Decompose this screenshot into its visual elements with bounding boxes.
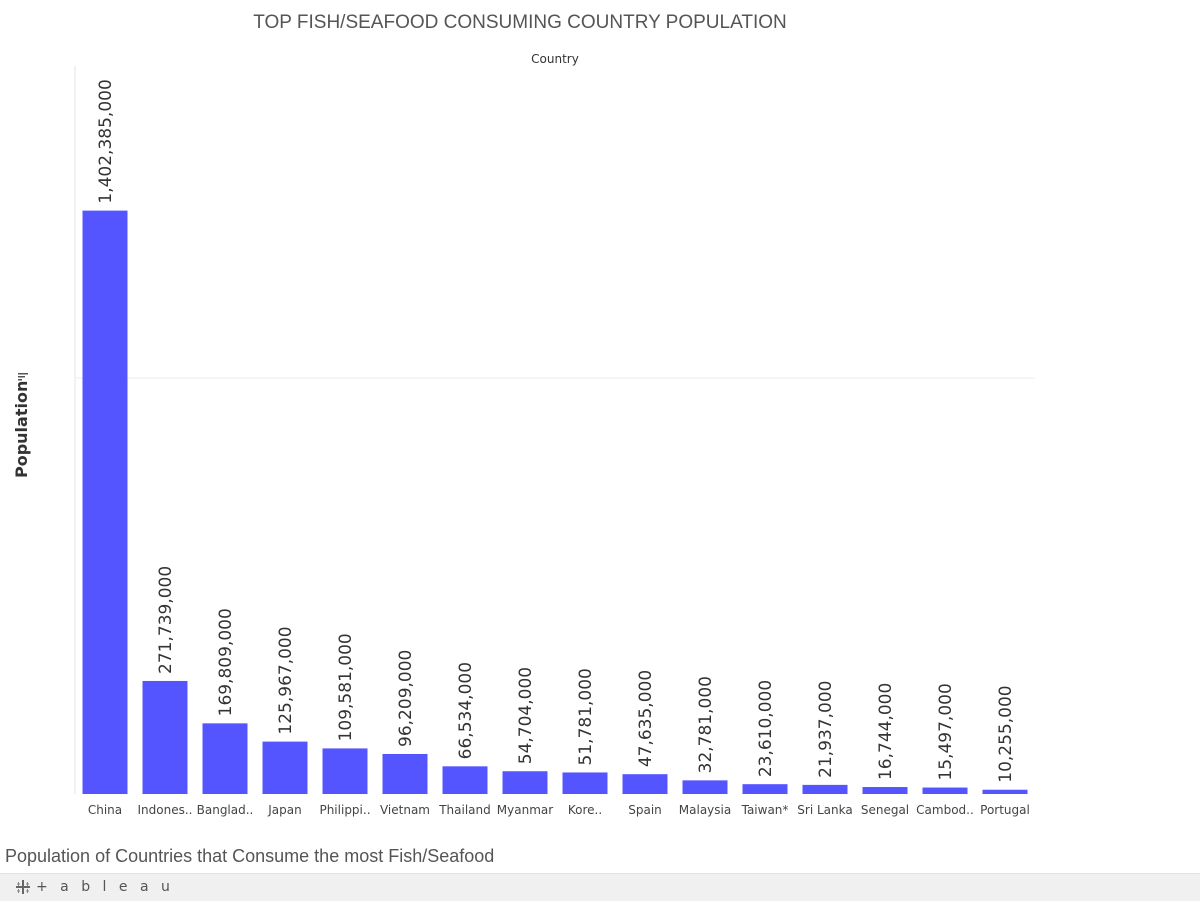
x-tick-label: Indones.. (138, 803, 193, 817)
data-label: 23,610,000 (756, 680, 776, 777)
x-tick-label: Myanmar (497, 803, 553, 817)
bar-1[interactable] (82, 210, 128, 794)
data-label: 1,402,385,000 (96, 79, 116, 203)
x-tick-label: Philippi.. (319, 803, 370, 817)
bar-5[interactable] (322, 748, 368, 794)
x-tick-label: Taiwan* (741, 803, 789, 817)
data-label: 271,739,000 (156, 566, 176, 674)
x-tick-label: Cambod.. (916, 803, 974, 817)
x-tick-label: Thailand (438, 803, 491, 817)
bar-11[interactable] (682, 780, 728, 794)
column-header-country: Country (531, 52, 579, 66)
bar-7[interactable] (442, 766, 488, 794)
data-label: 125,967,000 (276, 626, 296, 734)
tableau-wordmark: + a b l e a u (36, 879, 174, 895)
bar-chart: 1,402,385,000 China 271,739,000 Indones.. 16… (74, 66, 1035, 817)
data-label: 10,255,000 (996, 685, 1016, 782)
tableau-logo-icon (16, 880, 30, 894)
x-tick-label: Senegal (861, 803, 909, 817)
bar-2[interactable] (142, 680, 188, 794)
bar-15[interactable] (922, 787, 968, 794)
data-label: 66,534,000 (456, 662, 476, 759)
bar-14[interactable] (862, 787, 908, 794)
data-label: 169,809,000 (216, 608, 236, 716)
x-tick-label: Malaysia (679, 803, 731, 817)
data-label: 54,704,000 (516, 667, 536, 764)
data-label: 51,781,000 (576, 668, 596, 765)
x-tick-label: Spain (628, 803, 662, 817)
bar-13[interactable] (802, 784, 848, 794)
tableau-toolbar: + a b l e a u (0, 873, 1200, 901)
sort-icon[interactable] (16, 370, 30, 384)
x-tick-label: China (88, 803, 122, 817)
data-label: 16,744,000 (876, 683, 896, 780)
data-label: 21,937,000 (816, 681, 836, 778)
chart-caption: Population of Countries that Consume the… (5, 846, 495, 866)
bar-9[interactable] (562, 772, 608, 794)
data-label: 15,497,000 (936, 683, 956, 780)
bar-12[interactable] (742, 784, 788, 794)
data-label: 109,581,000 (336, 633, 356, 741)
x-tick-label: Vietnam (380, 803, 430, 817)
tableau-logo[interactable]: + a b l e a u (14, 878, 174, 896)
bar-8[interactable] (502, 771, 548, 794)
x-tick-label: Kore.. (568, 803, 602, 817)
data-label: 32,781,000 (696, 676, 716, 773)
bar-10[interactable] (622, 774, 668, 794)
x-tick-label: Portugal (980, 803, 1030, 817)
x-tick-label: Japan (267, 803, 301, 817)
bar-6[interactable] (382, 753, 428, 794)
x-tick-label: Banglad.. (197, 803, 254, 817)
chart-title: TOP FISH/SEAFOOD CONSUMING COUNTRY POPUL… (253, 12, 787, 33)
data-label: 96,209,000 (396, 650, 416, 747)
bar-3[interactable] (202, 723, 248, 794)
x-tick-label: Sri Lanka (797, 803, 852, 817)
data-label: 47,635,000 (636, 670, 656, 767)
bar-16[interactable] (982, 789, 1028, 794)
bar-4[interactable] (262, 741, 308, 794)
